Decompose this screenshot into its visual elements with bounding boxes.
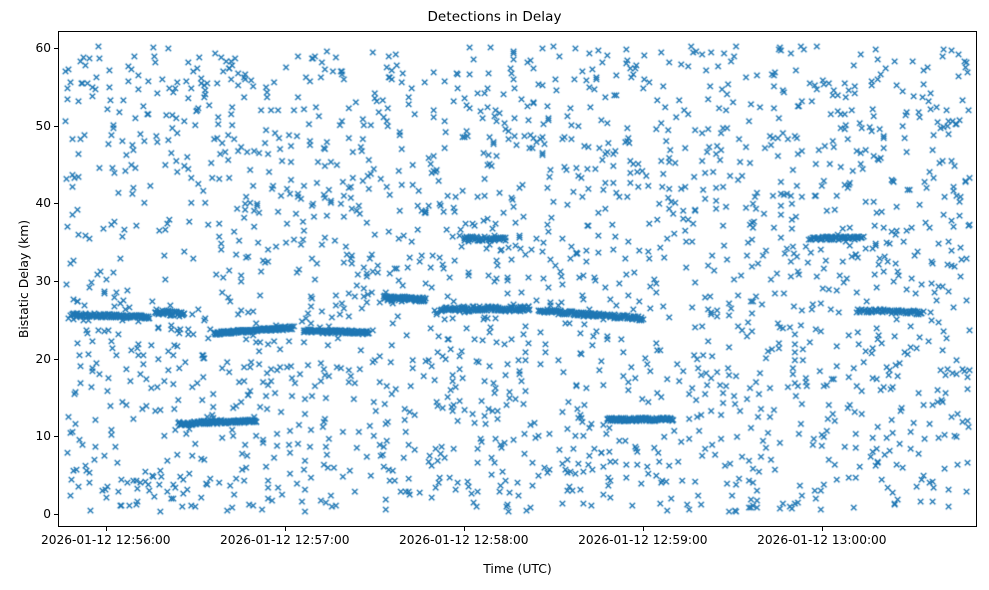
x-tick-mark [105, 527, 107, 531]
plot-area[interactable] [58, 31, 977, 527]
x-tick-label: 2026-01-12 12:56:00 [41, 533, 171, 547]
x-tick-mark [463, 527, 465, 531]
x-tick-label: 2026-01-12 13:00:00 [757, 533, 887, 547]
scatter-plot-canvas [59, 32, 976, 526]
x-tick-label: 2026-01-12 12:59:00 [578, 533, 708, 547]
y-axis-label: Bistatic Delay (km) [16, 219, 31, 339]
x-tick-mark [284, 527, 286, 531]
x-axis-label: Time (UTC) [483, 561, 552, 576]
x-tick-mark [642, 527, 644, 531]
x-tick-label: 2026-01-12 12:57:00 [220, 533, 350, 547]
page-title: Detections in Delay [427, 9, 562, 25]
x-tick-mark [821, 527, 823, 531]
x-tick-label: 2026-01-12 12:58:00 [399, 533, 529, 547]
